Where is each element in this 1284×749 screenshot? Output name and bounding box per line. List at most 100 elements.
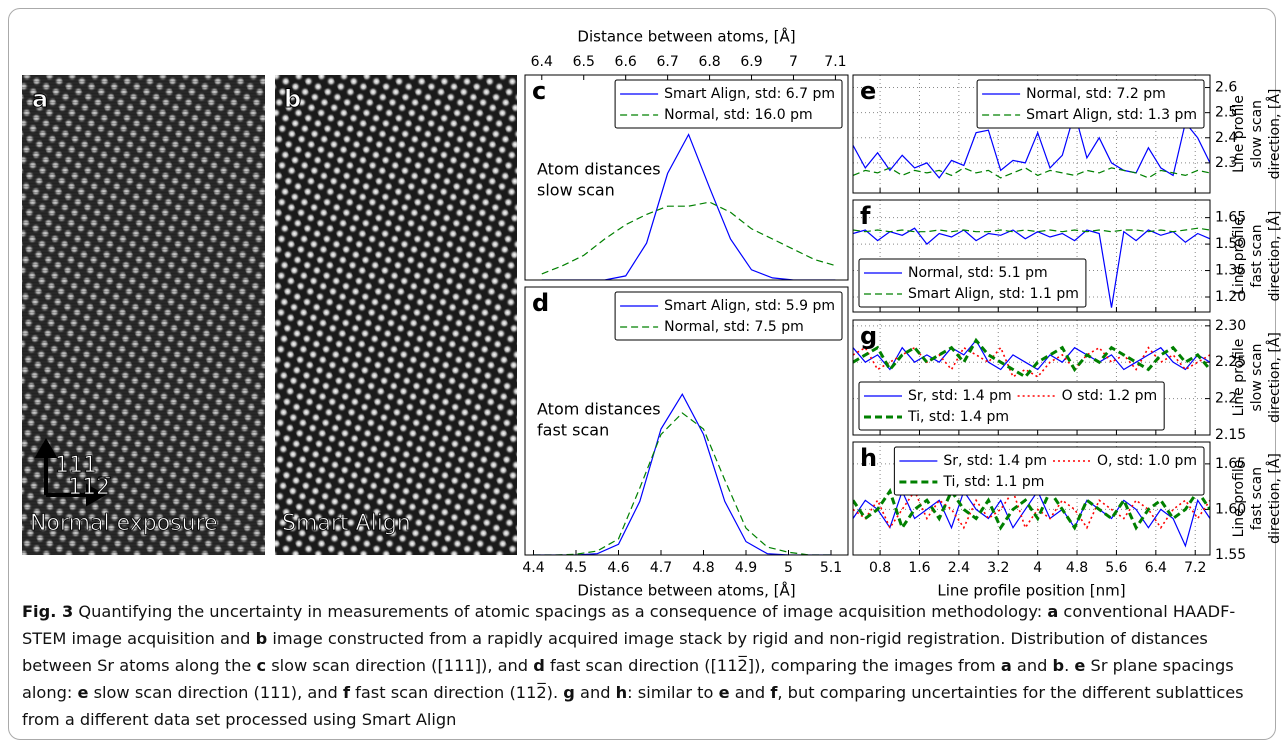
- y-tick-label: 1.65: [1215, 456, 1246, 472]
- direction-label: 112̅: [68, 475, 111, 500]
- y-tick-label: 2.15: [1215, 427, 1246, 443]
- y-axis-title: direction, [Å]: [1266, 89, 1283, 180]
- x-tick-label: 7.2: [1184, 560, 1206, 576]
- x-tick-label: 5.6: [1105, 560, 1127, 576]
- caption-text: : similar to: [627, 683, 719, 702]
- caption-text: d: [533, 656, 545, 675]
- series-line: [853, 487, 1210, 532]
- caption-text: b: [255, 629, 268, 648]
- legend-label: Smart Align, std: 1.1 pm: [908, 286, 1079, 302]
- caption-text: and: [1011, 656, 1053, 675]
- y-axis-title: fast scan: [1249, 224, 1265, 287]
- series-line: [541, 133, 836, 280]
- caption-text: a: [1000, 656, 1012, 675]
- caption-text: f: [770, 683, 778, 702]
- y-axis-title: Line profile: [1231, 460, 1247, 538]
- y-axis-title: slow scan: [1249, 100, 1265, 168]
- series-line: [853, 337, 1210, 379]
- y-tick-label: 2.2: [1215, 391, 1237, 407]
- legend-label: O, std: 1.0 pm: [1097, 453, 1197, 469]
- y-axis-title: direction, [Å]: [1266, 332, 1283, 423]
- annotation: slow scan: [537, 181, 615, 200]
- x-tick-label: 4.4: [522, 560, 544, 576]
- legend-label: Normal, std: 7.2 pm: [1026, 86, 1166, 102]
- caption-text: , but comparing uncertainties for the di…: [22, 683, 1244, 729]
- y-tick-label: 2.5: [1215, 105, 1237, 121]
- caption-text: e: [77, 683, 89, 702]
- y-tick-label: 2.30: [1215, 318, 1246, 334]
- x-tick-label: 4.8: [1066, 560, 1088, 576]
- caption-text: slow scan direction ([111]), and: [266, 656, 534, 675]
- annotation: Atom distances: [537, 400, 661, 419]
- caption-text: Quantifying the uncertainty in measureme…: [73, 602, 1048, 621]
- y-axis-title: Line profile: [1231, 95, 1247, 173]
- series-line: [541, 201, 836, 275]
- caption-text: .: [1064, 656, 1075, 675]
- y-tick-label: 2.6: [1215, 80, 1237, 96]
- caption-text: and: [574, 683, 616, 702]
- y-axis-title: fast scan: [1249, 467, 1265, 530]
- y-axis-title: direction, [Å]: [1266, 211, 1283, 302]
- x-tick-label: 4.5: [565, 560, 587, 576]
- caption-text: e: [1074, 656, 1086, 675]
- legend-label: Smart Align, std: 6.7 pm: [664, 86, 835, 102]
- x-tick-label: 2.4: [948, 560, 970, 576]
- caption-text: fast scan direction ([112̅]), comparing …: [544, 656, 1001, 675]
- panel-label: f: [860, 202, 871, 230]
- annotation: fast scan: [537, 421, 609, 440]
- legend-box: [614, 291, 843, 341]
- axes-frame: [852, 199, 1211, 313]
- y-axis-title: Line profile: [1231, 339, 1247, 417]
- legend-box: [614, 79, 843, 129]
- x-tick-label: 6.4: [1145, 560, 1167, 576]
- panel-label: d: [532, 289, 549, 317]
- caption-text: Fig. 3: [22, 602, 74, 621]
- x-tick-label: 6.7: [656, 54, 678, 70]
- y-tick-label: 1.50: [1215, 236, 1246, 252]
- y-tick-label: 2.4: [1215, 130, 1237, 146]
- x-tick-label: 3.2: [987, 560, 1009, 576]
- x-tick-label: 4.7: [650, 560, 672, 576]
- y-axis-title: slow scan: [1249, 343, 1265, 411]
- series-line: [853, 339, 1210, 371]
- x-tick-label: 4.9: [735, 560, 757, 576]
- y-tick-label: 1.20: [1215, 289, 1246, 305]
- series-line: [533, 412, 831, 555]
- series-line: [853, 227, 1210, 233]
- x-axis-title: Distance between atoms, [Å]: [577, 581, 795, 600]
- legend-box: [858, 381, 1165, 431]
- x-tick-label: 4: [1033, 560, 1042, 576]
- direction-arrows: [34, 437, 107, 507]
- caption-text: image constructed from a rapidly acquire…: [22, 629, 1208, 675]
- x-tick-label: 4.8: [692, 560, 714, 576]
- image-caption: Normal exposure: [30, 511, 218, 536]
- y-tick-label: 1.60: [1215, 501, 1246, 517]
- y-axis-title: direction, [Å]: [1266, 453, 1283, 544]
- caption-text: conventional HAADF-STEM image acquisitio…: [22, 602, 1236, 648]
- axes-frame: [524, 286, 849, 556]
- x-tick-label: 7.1: [824, 54, 846, 70]
- x-tick-label: 6.4: [531, 54, 553, 70]
- x-tick-label: 6.6: [615, 54, 637, 70]
- legend-label: Normal, std: 5.1 pm: [908, 265, 1048, 281]
- caption-text: and: [729, 683, 771, 702]
- figure: a b Normal exposure Smart Align 111 112̅…: [22, 27, 1283, 600]
- axes-frame: [524, 74, 849, 281]
- legend-box: [893, 446, 1205, 496]
- y-tick-label: 2.3: [1215, 155, 1237, 171]
- panel-label: b: [284, 85, 301, 113]
- image-caption: Smart Align: [282, 511, 411, 536]
- x-tick-label: 1.6: [908, 560, 930, 576]
- legend-box: [858, 258, 1087, 308]
- x-tick-label: 4.6: [607, 560, 629, 576]
- series-line: [853, 167, 1210, 179]
- caption-text: c: [256, 656, 267, 675]
- legend-label: Smart Align, std: 1.3 pm: [1026, 107, 1197, 123]
- y-tick-label: 1.55: [1215, 547, 1246, 563]
- x-tick-label: 0.8: [869, 560, 891, 576]
- axes-frame: [852, 441, 1211, 556]
- legend-label: O std: 1.2 pm: [1062, 388, 1158, 404]
- x-axis-title: Distance between atoms, [Å]: [577, 27, 795, 46]
- series-line: [853, 489, 1210, 530]
